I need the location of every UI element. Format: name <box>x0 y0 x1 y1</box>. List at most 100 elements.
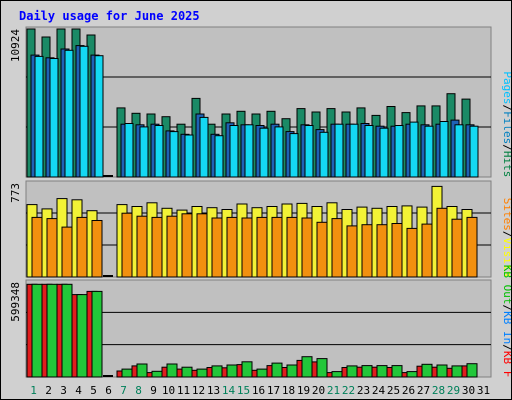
bar-pages <box>349 123 359 178</box>
chart-title: Daily usage for June 2025 <box>19 9 200 23</box>
bar-sites <box>421 223 433 278</box>
bar-kb-out <box>421 363 433 378</box>
legend-entry: / <box>501 305 511 312</box>
legend-entry: Pages <box>501 71 511 104</box>
legend: KB Out/KB In/KB F <box>501 265 511 378</box>
bar-pages <box>244 124 254 178</box>
legend-entry: Visits <box>501 238 511 278</box>
bar-pages <box>304 125 314 178</box>
x-tick-label: 31 <box>477 384 490 397</box>
bar-kb-out <box>166 363 178 378</box>
x-tick-label: 25 <box>387 384 400 397</box>
x-tick-label: 9 <box>150 384 157 397</box>
bar-pages <box>139 126 149 178</box>
bar-kb-out <box>121 368 133 378</box>
x-tick-label: 29 <box>447 384 460 397</box>
x-tick-label: 7 <box>120 384 127 397</box>
bar-kb-out <box>286 364 298 378</box>
x-tick-label: 1 <box>30 384 37 397</box>
legend-entry: KB Out <box>501 265 511 305</box>
bar-kb-out <box>136 363 148 378</box>
x-tick-label: 6 <box>105 384 112 397</box>
x-tick-label: 17 <box>267 384 280 397</box>
bar-kb-out <box>361 365 373 378</box>
x-tick-label: 24 <box>372 384 386 397</box>
bar-sites <box>406 227 418 278</box>
bar-pages <box>439 121 449 178</box>
bar-pages <box>49 58 59 178</box>
legend-entry: / <box>501 105 511 112</box>
bar-pages <box>454 124 464 178</box>
bar-sites <box>436 207 448 278</box>
bar-pages <box>184 134 194 178</box>
bar-kb-out <box>301 356 313 378</box>
bar-pages <box>169 131 179 178</box>
bar-sites <box>376 224 388 278</box>
bar-sites <box>451 218 463 278</box>
bar-sites <box>31 216 43 278</box>
bar-kb-out <box>76 294 88 378</box>
bar-pages <box>334 123 344 178</box>
legend: Sites/Visits <box>501 198 511 277</box>
x-tick-label: 8 <box>135 384 142 397</box>
bar-pages <box>394 125 404 178</box>
bar-sites <box>256 216 268 278</box>
bar-pages <box>469 125 479 178</box>
legend-entry: Hits <box>501 151 511 178</box>
bar-pages <box>199 116 209 178</box>
bar-sites <box>196 213 208 278</box>
bar-sites <box>91 220 103 278</box>
bar-pages <box>289 133 299 178</box>
x-tick-label: 18 <box>282 384 295 397</box>
x-tick-label: 27 <box>417 384 430 397</box>
legend-entry: / <box>501 144 511 151</box>
x-tick-label: 12 <box>192 384 205 397</box>
bar-sites <box>226 216 238 278</box>
panel-background <box>25 279 492 378</box>
bar-kb-out <box>451 365 463 378</box>
bar-sites <box>241 217 253 278</box>
bar-kb-out <box>196 368 208 378</box>
x-tick-label: 4 <box>75 384 82 397</box>
bar-kb-out <box>226 364 238 378</box>
bar-kb-out <box>316 358 328 378</box>
bar-pages <box>229 125 239 178</box>
bar-sites <box>211 217 223 278</box>
bar-kb-out <box>151 370 163 378</box>
bar-pages <box>424 125 434 178</box>
bar-sites <box>166 215 178 278</box>
bar-sites <box>181 213 193 278</box>
bar-kb-out <box>211 365 223 378</box>
bar-pages <box>94 55 104 178</box>
legend-entry: Files <box>501 111 511 144</box>
bar-sites <box>331 218 343 278</box>
x-tick-label: 22 <box>342 384 355 397</box>
bar-pages <box>364 125 374 178</box>
panel-visits: 773 Sites/Visits <box>9 180 511 278</box>
bar-pages <box>124 123 134 178</box>
bar-kb-out <box>31 283 43 378</box>
bar-kb-out <box>466 363 478 378</box>
y-max-label: 10924 <box>9 29 22 62</box>
bar-kb-out <box>181 366 193 378</box>
bar-sites <box>121 212 133 278</box>
bar-pages <box>319 131 329 178</box>
bar-kb-out <box>46 283 58 378</box>
bar-pages <box>34 55 44 178</box>
x-tick-label: 23 <box>357 384 370 397</box>
bar-pages <box>79 45 89 178</box>
x-tick-label: 3 <box>60 384 67 397</box>
x-tick-label: 30 <box>462 384 475 397</box>
bar-sites <box>76 216 88 278</box>
bar-kb-out <box>256 368 268 378</box>
x-tick-label: 28 <box>432 384 445 397</box>
bar-pages <box>274 126 284 178</box>
x-tick-label: 15 <box>237 384 250 397</box>
bar-pages <box>154 125 164 178</box>
bar-kb-out <box>331 371 343 378</box>
bar-kb-out <box>346 365 358 378</box>
bar-sites <box>61 226 73 278</box>
